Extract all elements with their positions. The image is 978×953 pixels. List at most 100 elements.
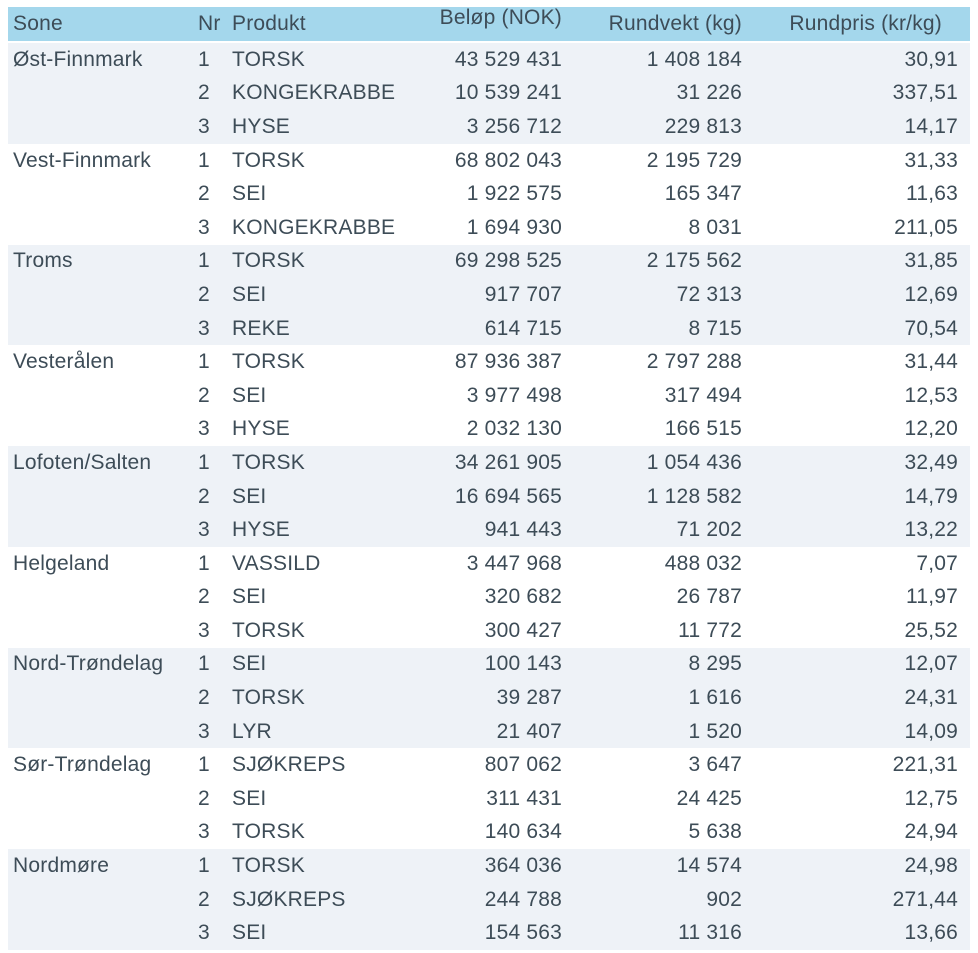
table-row: 2 SJØKREPS 244 788 902 271,44 [8,882,970,917]
zone-label: Nordmøre [8,849,198,883]
col-header-rundvekt-label: Rundvekt (kg) [608,12,742,35]
cell-produkt: TORSK [214,244,422,279]
zone-label [8,714,198,749]
zone-label [8,614,198,648]
cell-belop: 311 431 [486,786,562,810]
cell-rundvekt: 2 175 562 [562,244,742,279]
cell-nr: 3 [198,714,214,749]
cell-rundvekt: 71 202 [562,513,742,547]
cell-nr: 3 [198,916,214,951]
cell-produkt: TORSK [232,820,305,844]
cell-rundvekt: 1 408 184 [562,42,742,77]
zone-label: Sør-Trøndelag [13,753,152,777]
cell-rundpris: 24,94 [904,820,958,844]
cell-rundpris: 12,75 [904,786,958,810]
cell-produkt: SJØKREPS [232,753,346,777]
table-row: Sør-Trøndelag 1 SJØKREPS 807 062 3 647 221,31 [8,748,970,782]
cell-rundvekt: 31 226 [562,76,742,111]
cell-belop: 87 936 387 [454,350,562,374]
cell-nr: 2 [198,76,214,111]
cell-nr: 3 [198,618,210,642]
cell-produkt: REKE [214,311,422,346]
col-header-sone-label: Sone [13,12,63,35]
cell-nr: 2 [198,278,214,312]
cell-rundvekt: 5 638 [688,820,742,844]
table-row: 2 SEI 320 682 26 787 11,97 [8,581,970,615]
cell-nr: 2 [198,585,210,609]
cell-nr: 3 [198,215,210,239]
zone-label [8,816,198,850]
cell-belop: 1 694 930 [466,215,562,239]
cell-nr: 3 [198,513,214,547]
cell-nr: 2 [198,182,210,206]
col-header-produkt-label: Produkt [232,12,306,35]
cell-rundpris: 25,52 [904,618,958,642]
table-row: 3 LYR 21 407 1 520 14,09 [8,714,970,749]
table-row: Lofoten/Salten 1 TORSK 34 261 905 1 054 436 3… [8,446,970,480]
zone-label [8,177,198,211]
col-header-sone: Sone [8,7,198,43]
zone-label [8,413,198,447]
table-row: 3 TORSK 140 634 5 638 24,94 [8,816,970,850]
cell-nr: 1 [198,849,214,883]
zone-label [8,782,198,816]
cell-rundpris: 271,44 [742,882,970,917]
cell-produkt: TORSK [214,42,422,77]
cell-rundvekt: 8 295 [562,647,742,682]
cell-produkt: SEI [214,479,422,514]
cell-produkt: VASSILD [232,551,321,575]
cell-rundvekt: 26 787 [676,585,742,609]
cell-belop: 68 802 043 [454,148,562,172]
cell-belop: 917 707 [422,278,562,312]
col-header-nr: Nr [198,7,220,43]
cell-rundpris: 221,31 [892,753,958,777]
table-row: 2 SEI 311 431 24 425 12,75 [8,782,970,816]
cell-rundpris: 13,66 [742,916,970,951]
cell-rundpris: 14,09 [742,714,970,749]
zone-label [8,513,198,547]
cell-nr: 3 [198,311,214,346]
zone-label [8,311,198,346]
cell-produkt: HYSE [214,110,422,144]
table-row: 3 KONGEKRABBE 1 694 930 8 031 211,05 [8,211,970,245]
cell-nr: 2 [198,479,214,514]
cell-rundpris: 12,07 [742,647,970,682]
cell-belop: 614 715 [422,311,562,346]
cell-rundvekt: 8 715 [562,311,742,346]
zone-label [8,916,198,951]
header-row: Sone Nr Produkt Beløp (NOK) Rundvekt (kg… [8,6,970,43]
cell-rundvekt: 488 032 [664,551,742,575]
cell-rundvekt: 11 772 [678,618,742,642]
col-header-belop-label: Beløp (NOK) [439,6,562,29]
cell-nr: 2 [198,681,214,715]
cell-produkt: KONGEKRABBE [232,215,396,239]
zone-label [8,110,198,144]
cell-produkt: SEI [214,916,422,951]
cell-rundpris: 24,31 [742,681,970,715]
cell-rundvekt: 72 313 [562,278,742,312]
cell-nr: 1 [198,647,214,682]
cell-produkt: HYSE [232,417,290,441]
cell-produkt: KONGEKRABBE [214,76,422,111]
cell-belop: 2 032 130 [466,417,562,441]
zone-label [8,681,198,715]
cell-belop: 10 539 241 [422,76,562,111]
cell-belop: 34 261 905 [422,446,562,480]
table-row: Øst-Finnmark 1 TORSK 43 529 431 1 408 184 30,… [8,42,970,77]
cell-produkt: SEI [232,786,267,810]
cell-rundvekt: 902 [562,882,742,917]
cell-produkt: SEI [214,278,422,312]
cell-belop: 244 788 [422,882,562,917]
cell-rundpris: 31,33 [904,148,958,172]
cell-rundvekt: 1 616 [562,681,742,715]
cell-belop: 69 298 525 [422,244,562,279]
cell-produkt: TORSK [214,446,422,480]
cell-rundpris: 11,63 [906,182,958,206]
zone-label [8,278,198,312]
cell-rundpris: 12,20 [904,417,958,441]
col-header-nr-label: Nr [198,12,221,35]
cell-rundpris: 30,91 [742,42,970,77]
cell-belop: 3 447 968 [466,551,562,575]
zone-label: Vest-Finnmark [13,148,151,172]
